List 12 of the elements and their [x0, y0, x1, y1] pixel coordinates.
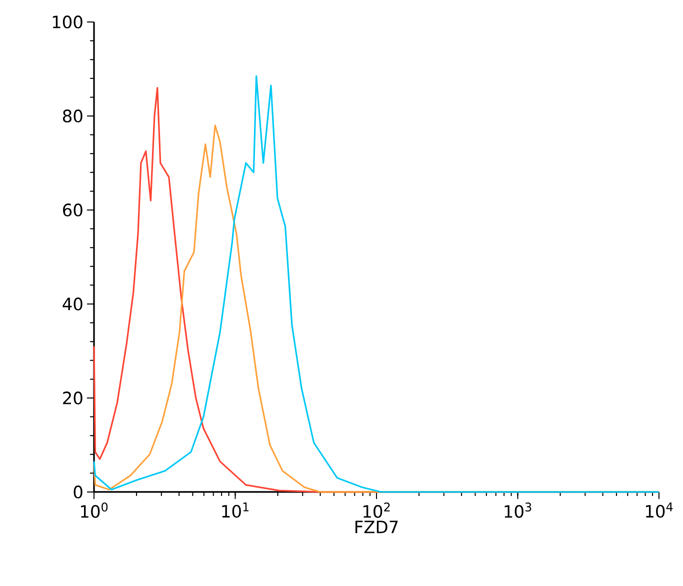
x-tick-label: 10$^{4}$: [646, 502, 673, 518]
x-tick-label: 10$^{0}$: [81, 502, 108, 518]
y-tick-label: 40: [62, 298, 82, 310]
y-tick-label: 100: [52, 16, 82, 28]
x-tick-label: 10$^{2}$: [364, 502, 390, 518]
y-tick-label: 20: [63, 392, 82, 404]
x-tick-label: 10$^{3}$: [504, 502, 532, 518]
y-tick-label: 0: [74, 486, 82, 498]
y-tick-label: 80: [63, 110, 82, 122]
x-tick-label: 10$^{1}$: [222, 502, 249, 518]
y-tick-label: 60: [63, 204, 82, 216]
x-axis-title: FZD7: [355, 520, 398, 534]
